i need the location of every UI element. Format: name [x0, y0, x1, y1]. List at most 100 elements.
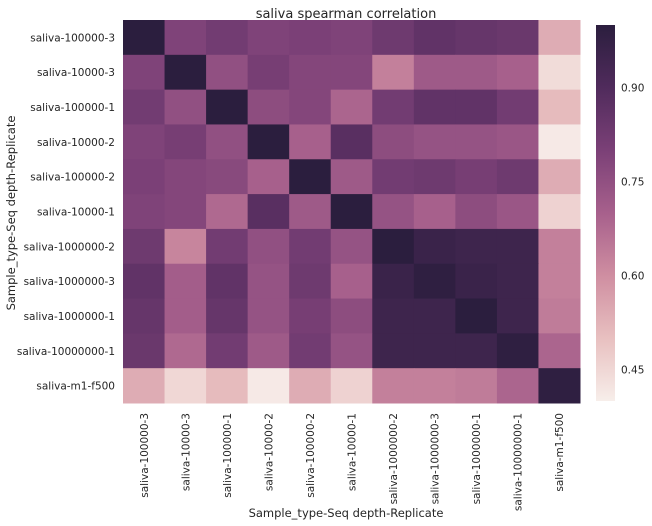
heatmap-cell	[164, 333, 207, 369]
heatmap-cell	[455, 368, 498, 404]
heatmap-cell	[330, 20, 373, 56]
heatmap-cell	[372, 159, 415, 195]
heatmap-cell	[289, 333, 332, 369]
heatmap-cell	[538, 263, 581, 300]
heatmap-cell	[538, 298, 581, 334]
y-tick-label: saliva-10000-2	[37, 137, 115, 149]
colorbar-tick-label: 0.45	[621, 365, 644, 377]
heatmap-cell	[123, 54, 166, 91]
heatmap-cell	[247, 263, 290, 300]
y-tick-label: saliva-100000-3	[30, 32, 115, 44]
x-tick-label: saliva-10000-1	[347, 413, 359, 491]
heatmap-cell	[164, 263, 207, 300]
y-tick-label: saliva-100000-2	[30, 172, 115, 184]
x-tick-label: saliva-100000-1	[222, 413, 234, 498]
heatmap-cell	[330, 263, 373, 300]
heatmap-cell	[206, 194, 249, 230]
heatmap-cell	[538, 89, 581, 125]
heatmap-cell	[289, 368, 332, 404]
heatmap-cell	[123, 333, 166, 369]
heatmap-cell	[164, 124, 207, 160]
heatmap-cell	[206, 368, 249, 404]
heatmap-cell	[455, 124, 498, 160]
heatmap-cell	[123, 263, 166, 300]
heatmap-cell	[372, 333, 415, 369]
heatmap-cell	[330, 54, 373, 91]
heatmap-cell	[247, 194, 290, 230]
heatmap-cell	[496, 194, 539, 230]
heatmap-cell	[330, 194, 373, 230]
y-tick-label: saliva-10000-3	[37, 67, 115, 79]
colorbar-ticks: 0.45 0.60 0.75 0.90	[621, 83, 644, 377]
y-tick-label: saliva-100000-1	[30, 102, 115, 114]
heatmap-cell	[496, 333, 539, 369]
x-tick-label: saliva-m1-f500	[554, 413, 566, 492]
heatmap-cell	[372, 54, 415, 91]
heatmap-cell	[496, 89, 539, 125]
heatmap-cell	[413, 228, 456, 265]
heatmap-cell	[206, 20, 249, 56]
x-tick-label: saliva-10000-3	[180, 413, 192, 491]
heatmap-cell	[289, 159, 332, 195]
heatmap-cell	[247, 228, 290, 265]
colorbar-tick-label: 0.60	[621, 271, 644, 283]
heatmap-cell	[413, 159, 456, 195]
x-tick-label: saliva-1000000-1	[471, 413, 483, 504]
heatmap-cell	[164, 159, 207, 195]
heatmap-cell	[123, 228, 166, 265]
heatmap-cell	[247, 20, 290, 56]
heatmap-cell	[247, 124, 290, 160]
heatmap-cell	[123, 159, 166, 195]
colorbar-tick-label: 0.90	[621, 83, 644, 95]
y-tick-label: saliva-m1-f500	[36, 381, 115, 393]
x-tick-labels: saliva-100000-3 saliva-10000-3 saliva-1000…	[139, 413, 566, 511]
heatmap-cell	[413, 54, 456, 91]
heatmap-cell	[289, 20, 332, 56]
heatmap-cell	[164, 194, 207, 230]
x-axis-label: Sample_type-Seq depth-Replicate	[249, 506, 444, 520]
heatmap-cell	[538, 124, 581, 160]
heatmap-cell	[247, 89, 290, 125]
heatmap-cell	[455, 54, 498, 91]
heatmap-cell	[289, 194, 332, 230]
heatmap-cell	[538, 54, 581, 91]
x-tick-label: saliva-1000000-3	[430, 413, 442, 504]
heatmap-cell	[413, 368, 456, 404]
heatmap-cell	[247, 368, 290, 404]
heatmap-cell	[123, 124, 166, 160]
heatmap-cell	[538, 333, 581, 369]
heatmap-cells	[123, 20, 581, 404]
heatmap-cell	[206, 89, 249, 125]
heatmap-cell	[413, 89, 456, 125]
heatmap-cell	[289, 54, 332, 91]
heatmap-cell	[538, 368, 581, 404]
heatmap-cell	[247, 54, 290, 91]
heatmap-cell	[206, 124, 249, 160]
heatmap-cell	[372, 20, 415, 56]
heatmap-cell	[289, 263, 332, 300]
heatmap-cell	[247, 298, 290, 334]
heatmap-cell	[123, 20, 166, 56]
heatmap-cell	[372, 368, 415, 404]
heatmap-cell	[455, 228, 498, 265]
chart-title: saliva spearman correlation	[256, 7, 437, 22]
heatmap-cell	[123, 194, 166, 230]
heatmap-cell	[164, 298, 207, 334]
heatmap-cell	[455, 263, 498, 300]
heatmap-cell	[538, 194, 581, 230]
heatmap-cell	[289, 298, 332, 334]
x-tick-label: saliva-10000-2	[263, 413, 275, 491]
heatmap-cell	[372, 124, 415, 160]
heatmap-cell	[496, 228, 539, 265]
heatmap-cell	[455, 194, 498, 230]
y-tick-label: saliva-1000000-1	[24, 311, 115, 323]
heatmap-cell	[413, 194, 456, 230]
heatmap-cell	[496, 20, 539, 56]
heatmap-cell	[413, 20, 456, 56]
heatmap-cell	[496, 298, 539, 334]
x-tick-label: saliva-100000-2	[305, 413, 317, 498]
y-tick-label: saliva-1000000-2	[24, 241, 115, 253]
heatmap-cell	[206, 228, 249, 265]
heatmap-cell	[496, 368, 539, 404]
